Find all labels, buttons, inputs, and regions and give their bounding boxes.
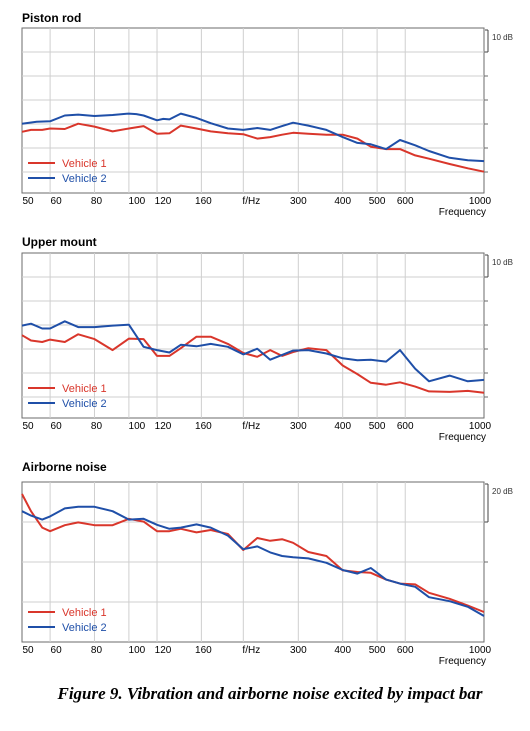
figure-caption: Figure 9. Vibration and airborne noise e… [57, 684, 483, 703]
scale-bar: 10 dB [485, 29, 513, 53]
x-tick-label: 300 [290, 645, 307, 656]
x-tick-label: f/Hz [242, 421, 260, 432]
legend-label-vehicle-1: Vehicle 1 [62, 607, 107, 619]
plot-frame [21, 252, 485, 419]
x-tick-label: 80 [91, 645, 103, 656]
horizontal-gridlines [22, 276, 484, 398]
panel-title: Upper mount [22, 235, 97, 249]
x-tick-label: 50 [22, 196, 34, 207]
scale-bar-label: 10 dB [492, 33, 513, 42]
x-tick-label: 600 [397, 645, 414, 656]
x-tick-label: f/Hz [242, 645, 260, 656]
plot-frame [21, 27, 485, 194]
x-tick-label: 160 [195, 421, 212, 432]
legend-label-vehicle-2: Vehicle 2 [62, 622, 107, 634]
x-tick-label: 400 [334, 645, 351, 656]
scale-bar: 20 dB [485, 483, 513, 523]
scale-bar: 10 dB [485, 254, 513, 278]
legend-label-vehicle-2: Vehicle 2 [62, 173, 107, 185]
x-tick-label: 500 [369, 645, 386, 656]
x-tick-label: 60 [51, 645, 63, 656]
scale-bar-label: 20 dB [492, 487, 513, 496]
legend: Vehicle 1 Vehicle 2 [28, 158, 107, 185]
x-tick-label: 500 [369, 196, 386, 207]
x-tick-label: f/Hz [242, 196, 260, 207]
x-tick-labels: 50 60 80 100 120 160 f/Hz 300 400 500 600 1000 [22, 645, 491, 656]
series-line-vehicle-2 [21, 505, 485, 617]
x-tick-label: 600 [397, 421, 414, 432]
x-tick-label: 300 [290, 196, 307, 207]
x-tick-label: 100 [129, 421, 146, 432]
legend-label-vehicle-2: Vehicle 2 [62, 398, 107, 410]
x-tick-label: 100 [129, 645, 146, 656]
x-tick-label: 60 [51, 196, 63, 207]
x-tick-label: 400 [334, 421, 351, 432]
series-line-vehicle-1 [21, 333, 485, 394]
legend: Vehicle 1 Vehicle 2 [28, 383, 107, 410]
panel-3: Airborne noise 20 dB 50 60 80 100 120 160 f/Hz 30… [21, 460, 513, 667]
series-line-vehicle-2 [21, 112, 485, 163]
x-tick-label: 50 [22, 421, 34, 432]
x-tick-label: 100 [129, 196, 146, 207]
x-tick-label: 50 [22, 645, 34, 656]
x-tick-label: 120 [155, 645, 172, 656]
x-tick-label: 600 [397, 196, 414, 207]
x-tick-label: 1000 [469, 421, 492, 432]
horizontal-gridlines [22, 521, 484, 603]
horizontal-gridlines [22, 51, 484, 173]
x-tick-label: 80 [91, 421, 103, 432]
series-line-vehicle-1 [21, 122, 485, 173]
x-tick-label: 120 [155, 196, 172, 207]
x-axis-label: Frequency [439, 207, 486, 218]
x-axis-label: Frequency [439, 432, 486, 443]
panel-title: Airborne noise [22, 460, 107, 474]
x-tick-label: 120 [155, 421, 172, 432]
x-tick-label: 160 [195, 645, 212, 656]
x-tick-labels: 50 60 80 100 120 160 f/Hz 300 400 500 600 1000 [22, 421, 491, 432]
x-tick-label: 60 [51, 421, 63, 432]
legend-label-vehicle-1: Vehicle 1 [62, 158, 107, 170]
legend-label-vehicle-1: Vehicle 1 [62, 383, 107, 395]
vertical-gridlines [49, 28, 406, 193]
x-tick-label: 1000 [469, 196, 492, 207]
x-tick-label: 1000 [469, 645, 492, 656]
panel-1: Piston rod 10 dB 50 60 80 100 120 160 f/Hz 300 400… [21, 11, 513, 218]
series-line-vehicle-2 [21, 320, 485, 383]
scale-bar-label: 10 dB [492, 258, 513, 267]
x-tick-label: 400 [334, 196, 351, 207]
x-axis-label: Frequency [439, 656, 486, 667]
x-tick-label: 160 [195, 196, 212, 207]
x-tick-labels: 50 60 80 100 120 160 f/Hz 300 400 500 600 1000 [22, 196, 491, 207]
vertical-gridlines [49, 253, 406, 418]
legend: Vehicle 1 Vehicle 2 [28, 607, 107, 634]
x-tick-label: 80 [91, 196, 103, 207]
x-tick-label: 300 [290, 421, 307, 432]
panel-2: Upper mount 10 dB 50 60 80 100 120 160 f/Hz 300 40… [21, 235, 513, 443]
x-tick-label: 500 [369, 421, 386, 432]
panel-title: Piston rod [22, 11, 81, 25]
